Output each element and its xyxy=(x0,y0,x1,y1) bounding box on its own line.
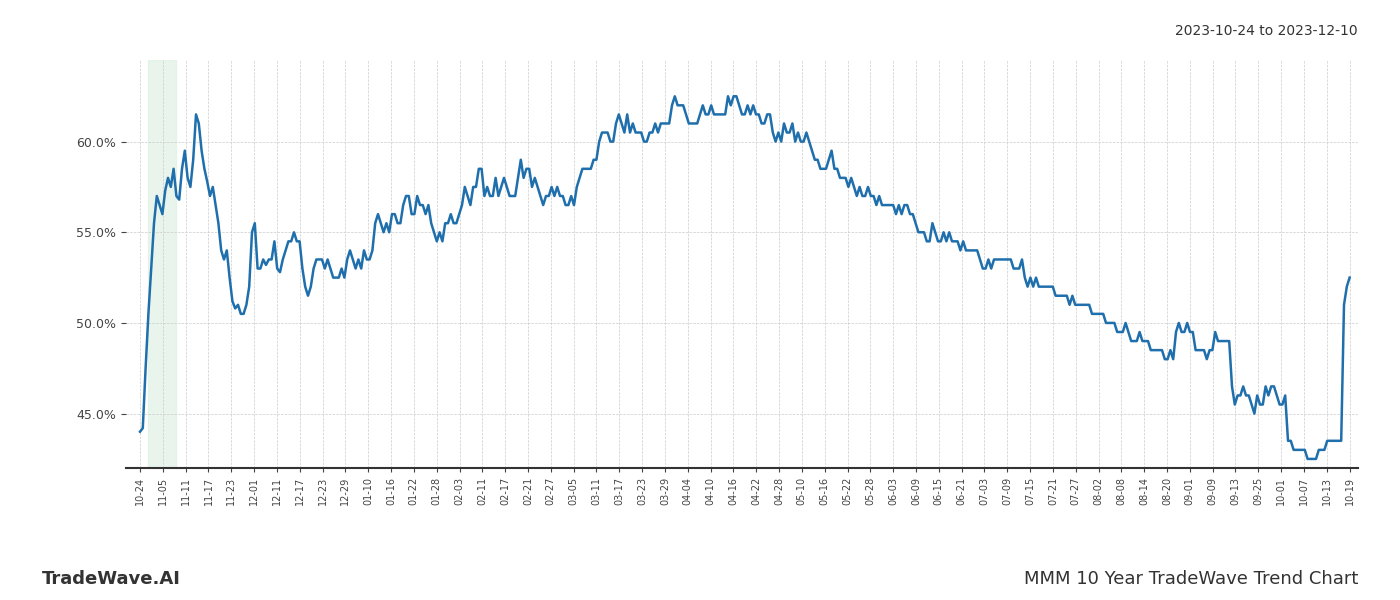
Text: MMM 10 Year TradeWave Trend Chart: MMM 10 Year TradeWave Trend Chart xyxy=(1023,570,1358,588)
Bar xyxy=(148,60,176,468)
Text: 2023-10-24 to 2023-12-10: 2023-10-24 to 2023-12-10 xyxy=(1176,24,1358,38)
Text: TradeWave.AI: TradeWave.AI xyxy=(42,570,181,588)
